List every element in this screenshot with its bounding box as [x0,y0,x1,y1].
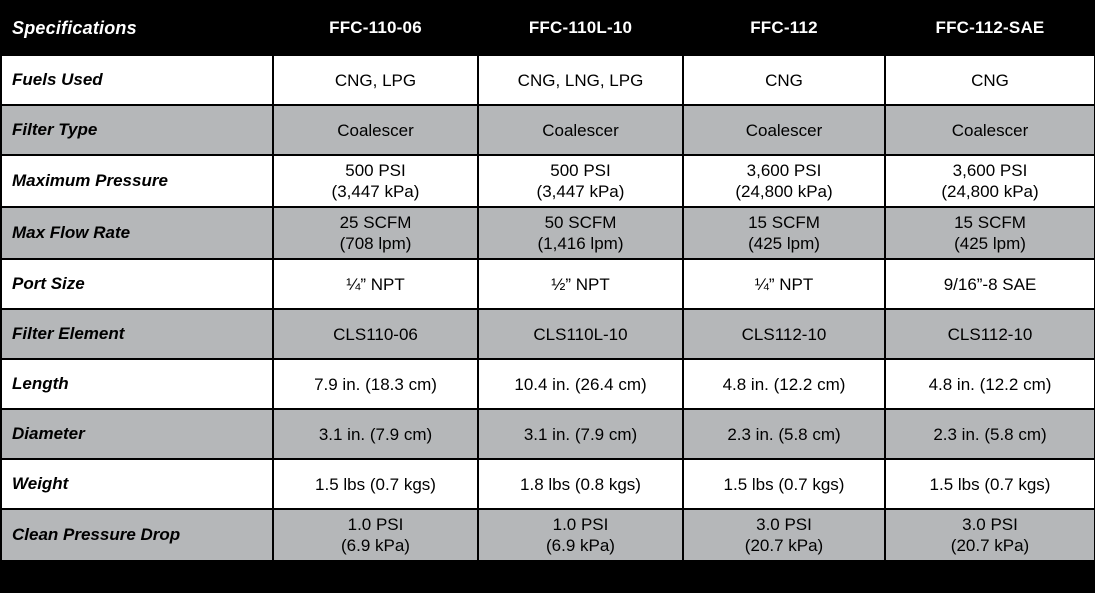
value-cell: 7.9 in. (18.3 cm) [272,358,479,410]
value-cell: 2.3 in. (5.8 cm) [884,408,1095,460]
value-cell: ¼” NPT [272,258,479,310]
value-cell: 3.0 PSI (20.7 kPa) [884,508,1095,562]
column-header-3: FFC-112 [682,0,886,56]
value-cell: ½” NPT [477,258,684,310]
value-cell: CLS112-10 [884,308,1095,360]
row-label: Filter Type [0,104,274,156]
value-cell: CNG [884,54,1095,106]
value-cell: 500 PSI (3,447 kPa) [272,154,479,208]
value-cell: Coalescer [682,104,886,156]
value-cell: 9/16”-8 SAE [884,258,1095,310]
table-row: Filter Type Coalescer Coalescer Coalescer Co… [0,104,1095,156]
row-label: Fuels Used [0,54,274,106]
value-cell: Coalescer [884,104,1095,156]
table-row: Diameter 3.1 in. (7.9 cm) 3.1 in. (7.9 cm)… [0,408,1095,460]
table-row: Max Flow Rate 25 SCFM (708 lpm) 50 SCFM (1… [0,206,1095,260]
value-cell: CLS110-06 [272,308,479,360]
value-cell: 1.5 lbs (0.7 kgs) [682,458,886,510]
row-label: Filter Element [0,308,274,360]
table-row: Filter Element CLS110-06 CLS110L-10 CLS112-… [0,308,1095,360]
value-cell: Coalescer [272,104,479,156]
value-cell: 25 SCFM (708 lpm) [272,206,479,260]
value-cell: 3,600 PSI (24,800 kPa) [884,154,1095,208]
value-cell: 3,600 PSI (24,800 kPa) [682,154,886,208]
table-row: Maximum Pressure 500 PSI (3,447 kPa) 500 P… [0,154,1095,208]
row-label: Max Flow Rate [0,206,274,260]
value-cell: 500 PSI (3,447 kPa) [477,154,684,208]
row-label: Diameter [0,408,274,460]
value-cell: 3.1 in. (7.9 cm) [477,408,684,460]
value-cell: 3.0 PSI (20.7 kPa) [682,508,886,562]
value-cell: 2.3 in. (5.8 cm) [682,408,886,460]
column-header-1: FFC-110-06 [272,0,479,56]
row-label: Maximum Pressure [0,154,274,208]
table-row: Length 7.9 in. (18.3 cm) 10.4 in. (26.4 cm… [0,358,1095,410]
value-cell: 4.8 in. (12.2 cm) [884,358,1095,410]
row-label: Weight [0,458,274,510]
value-cell: Coalescer [477,104,684,156]
value-cell: 1.5 lbs (0.7 kgs) [272,458,479,510]
value-cell: CLS110L-10 [477,308,684,360]
value-cell: 50 SCFM (1,416 lpm) [477,206,684,260]
value-cell: 1.5 lbs (0.7 kgs) [884,458,1095,510]
value-cell: ¼” NPT [682,258,886,310]
value-cell: 1.0 PSI (6.9 kPa) [477,508,684,562]
specifications-header-cell: Specifications [0,0,274,56]
row-label: Port Size [0,258,274,310]
table-row: Fuels Used CNG, LPG CNG, LNG, LPG CNG CNG [0,54,1095,106]
column-header-4: FFC-112-SAE [884,0,1095,56]
table-header-row: Specifications FFC-110-06 FFC-110L-10 FFC-… [0,0,1095,56]
value-cell: 10.4 in. (26.4 cm) [477,358,684,410]
table-row: Weight 1.5 lbs (0.7 kgs) 1.8 lbs (0.8 kgs)… [0,458,1095,510]
value-cell: 15 SCFM (425 lpm) [682,206,886,260]
value-cell: 4.8 in. (12.2 cm) [682,358,886,410]
table-row: Port Size ¼” NPT ½” NPT ¼” NPT 9/16”-8 SAE [0,258,1095,310]
value-cell: CLS112-10 [682,308,886,360]
value-cell: 1.8 lbs (0.8 kgs) [477,458,684,510]
value-cell: CNG, LPG [272,54,479,106]
row-label: Clean Pressure Drop [0,508,274,562]
row-label: Length [0,358,274,410]
table-body: Fuels Used CNG, LPG CNG, LNG, LPG CNG CNG Fil… [0,54,1095,562]
specifications-table: Specifications FFC-110-06 FFC-110L-10 FFC-… [0,0,1095,562]
column-header-2: FFC-110L-10 [477,0,684,56]
value-cell: 3.1 in. (7.9 cm) [272,408,479,460]
value-cell: CNG, LNG, LPG [477,54,684,106]
value-cell: 15 SCFM (425 lpm) [884,206,1095,260]
value-cell: 1.0 PSI (6.9 kPa) [272,508,479,562]
table-row: Clean Pressure Drop 1.0 PSI (6.9 kPa) 1.0 … [0,508,1095,562]
value-cell: CNG [682,54,886,106]
